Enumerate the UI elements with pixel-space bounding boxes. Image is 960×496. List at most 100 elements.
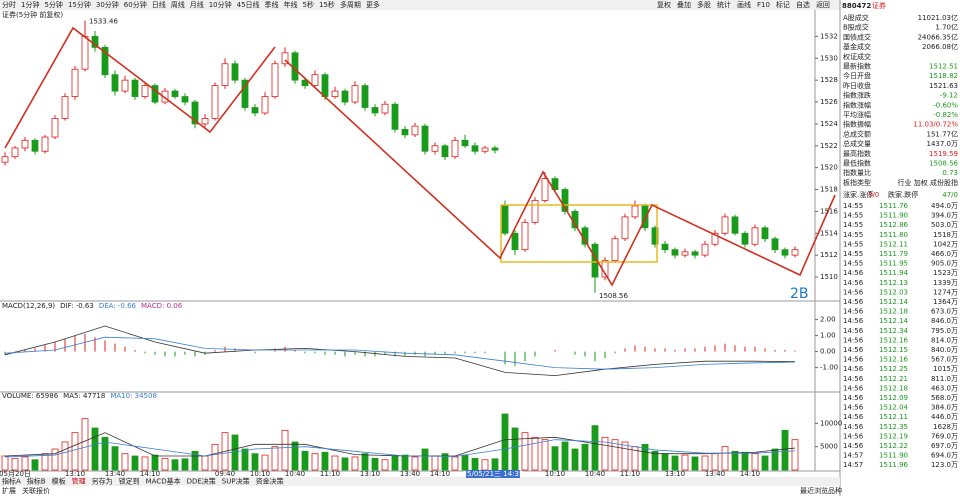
trade-volume: 503.0万 <box>931 221 958 229</box>
trade-volume: 1015万 <box>933 365 958 373</box>
toolbar-item[interactable]: 多股 <box>697 0 711 9</box>
candle-body <box>471 145 479 152</box>
volume-bar <box>641 443 649 471</box>
volume-bar <box>551 446 559 471</box>
toolbar-item[interactable]: 45日线 <box>237 0 260 9</box>
trade-price: 1512.16 <box>879 336 908 344</box>
trade-time: 14:56 <box>843 356 864 364</box>
volume-bar <box>91 427 99 471</box>
volume-bar <box>501 413 509 471</box>
trade-price: 1512.09 <box>879 394 908 402</box>
panel-label: B股成交 <box>843 23 869 32</box>
volume-bar <box>431 455 439 471</box>
toolbar-item[interactable]: F10 <box>757 1 770 9</box>
tab[interactable]: 关联报价 <box>22 486 50 495</box>
volume-bar <box>181 458 189 471</box>
trade-time: 14:56 <box>843 346 864 354</box>
volume-bar <box>521 432 529 471</box>
toolbar-item[interactable]: 60分钟 <box>124 0 147 9</box>
trade-time: 14:55 <box>843 202 863 210</box>
indicator-label: VOLUME: 65986 <box>2 392 59 400</box>
trade-volume: 1518万 <box>933 231 958 239</box>
tab[interactable]: 模板 <box>52 477 66 486</box>
trade-volume: 384.0万 <box>931 404 958 412</box>
toolbar-item[interactable]: 年线 <box>284 0 298 9</box>
toolbar-item[interactable]: 15分钟 <box>68 0 91 9</box>
volume-bar <box>231 434 239 471</box>
tab[interactable]: 指标B <box>27 477 46 486</box>
volume-ma-line <box>4 439 796 458</box>
tab[interactable]: MACD基本 <box>146 477 181 486</box>
indicator-label: MA10: 34508 <box>110 392 157 400</box>
toolbar-item[interactable]: 季线 <box>265 0 279 9</box>
trade-time: 14:56 <box>843 365 864 373</box>
tab[interactable]: SUP决策 <box>222 477 250 486</box>
toolbar-item[interactable]: 自选 <box>796 0 810 9</box>
candle-body <box>711 232 719 245</box>
indicator-label: DIF: -0.63 <box>60 302 94 310</box>
toolbar-item[interactable]: 分时 <box>2 0 16 9</box>
toolbar-item[interactable]: 30分钟 <box>96 0 119 9</box>
volume-bar <box>481 459 489 471</box>
toolbar-item[interactable]: 更多 <box>366 0 380 9</box>
toolbar-item[interactable]: 15秒 <box>319 0 335 9</box>
candle-body <box>41 136 49 152</box>
toolbar-item[interactable]: 统计 <box>717 0 731 9</box>
candle-body <box>481 147 489 152</box>
candle-body <box>141 85 149 97</box>
candle-body <box>171 90 179 97</box>
tab[interactable]: 指标A <box>2 477 21 486</box>
toolbar-item[interactable]: 画线 <box>737 0 751 9</box>
tab[interactable]: 管理 <box>72 477 86 486</box>
trade-price: 1511.79 <box>879 250 908 258</box>
trade-price: 1511.96 <box>879 461 908 469</box>
tab[interactable]: 资金决策 <box>256 477 284 486</box>
volume-bar <box>391 455 399 471</box>
toolbar-item[interactable]: 月线 <box>190 0 204 9</box>
volume-bar <box>761 455 769 471</box>
toolbar-item[interactable]: 5秒 <box>303 0 314 9</box>
tab[interactable]: 锁定到 <box>119 477 140 486</box>
trade-price: 1511.90 <box>879 212 908 220</box>
trade-time: 14:56 <box>843 269 864 277</box>
toolbar-item[interactable]: 返回 <box>816 1 830 9</box>
trade-price: 1512.19 <box>879 432 908 440</box>
trade-volume: 123.0万 <box>931 461 958 469</box>
toolbar-item[interactable]: 5分钟 <box>44 0 62 9</box>
tab[interactable]: 扩展 <box>2 486 16 495</box>
volume-bar <box>741 451 749 471</box>
y-tick-label: 1510 <box>820 273 838 281</box>
x-tick-label: 11:10 <box>320 470 340 478</box>
panel-label: 总成交量 <box>843 139 871 148</box>
y-tick-label: 1516 <box>820 207 838 215</box>
y-tick-label: 1522 <box>820 142 838 150</box>
candle-body <box>771 238 779 251</box>
volume-bar <box>401 454 409 471</box>
volume-bar <box>581 443 589 471</box>
panel-value: 11021.03亿 <box>918 13 958 22</box>
toolbar-item[interactable]: 多周期 <box>340 0 361 9</box>
panel-label: 平均涨幅 <box>843 110 871 119</box>
volume-bar <box>241 448 249 471</box>
candle-body <box>631 205 639 218</box>
toolbar-item[interactable]: 叠加 <box>677 0 691 9</box>
x-tick-label: 10:10 <box>545 470 565 478</box>
toolbar-item[interactable]: 周线 <box>171 0 185 9</box>
toolbar-item[interactable]: 复权 <box>657 0 671 9</box>
trade-price: 1511.76 <box>879 202 908 210</box>
candle-body <box>551 178 559 190</box>
toolbar-item[interactable]: 标记 <box>776 0 790 9</box>
trade-price: 1512.13 <box>879 279 908 287</box>
toolbar-item[interactable]: 10分钟 <box>209 0 232 9</box>
tab[interactable]: DDE决策 <box>187 477 216 486</box>
trade-price: 1511.95 <box>879 260 908 268</box>
toolbar-item[interactable]: 1分钟 <box>21 0 39 9</box>
candle-body <box>271 63 279 97</box>
x-tick-label: 10:40 <box>285 470 305 478</box>
y-tick-label: 0.00 <box>820 348 836 356</box>
trade-volume: 567.0万 <box>931 356 958 364</box>
tab[interactable]: 另存为 <box>92 477 113 486</box>
toolbar-item[interactable]: 日线 <box>152 0 166 9</box>
panel-value: 24066.35亿 <box>918 32 958 41</box>
